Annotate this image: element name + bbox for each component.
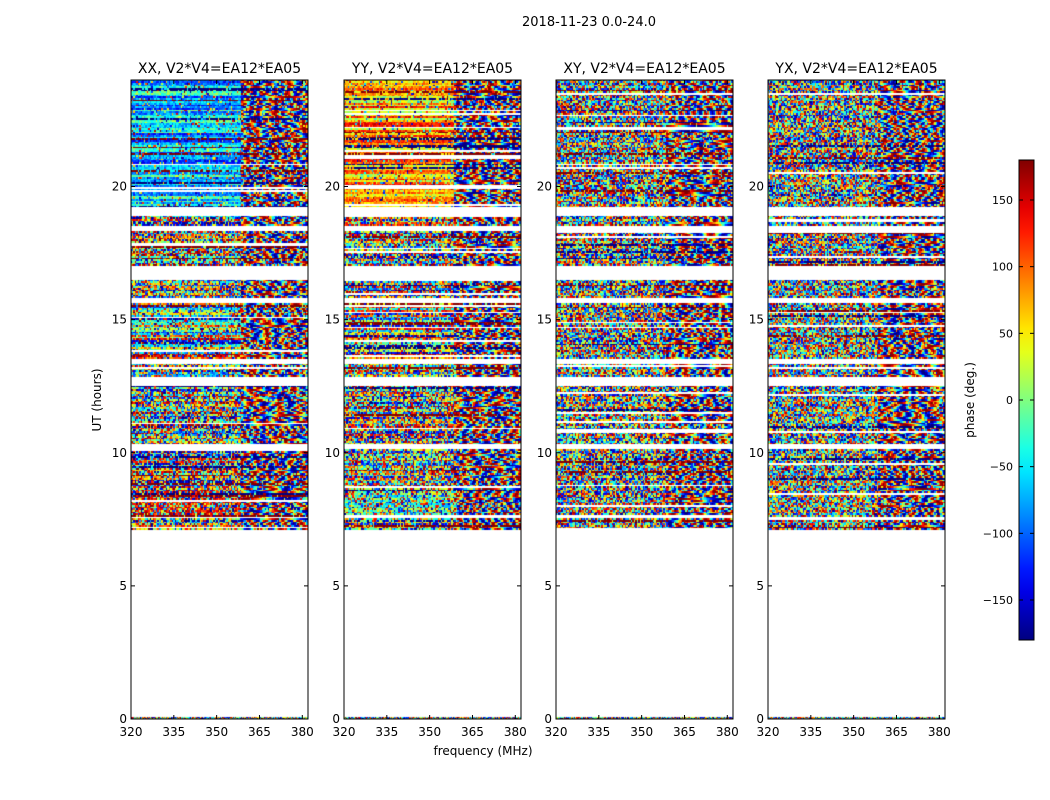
x-tick-label: 365 xyxy=(885,725,908,739)
y-tick-label: 20 xyxy=(537,180,552,194)
x-tick-label: 320 xyxy=(333,725,356,739)
y-tick-label: 10 xyxy=(112,446,127,460)
heatmap-yx xyxy=(768,80,945,719)
x-tick-label: 350 xyxy=(418,725,441,739)
y-tick-label: 20 xyxy=(325,180,340,194)
panels-group: XX, V2*V4=EA12*EA05 320 335 350 365 380 0 5 10 15… xyxy=(112,61,951,739)
panel-yx: YX, V2*V4=EA12*EA05 320 335 350 365 380 0 5 10 15… xyxy=(749,61,951,739)
x-tick-label: 380 xyxy=(928,725,951,739)
panel-title-xx: XX, V2*V4=EA12*EA05 xyxy=(138,61,301,77)
x-tick-label: 335 xyxy=(162,725,185,739)
y-tick-label: 10 xyxy=(325,446,340,460)
x-tick-label: 350 xyxy=(205,725,228,739)
colorbar: 150 100 50 0 −50 −100 −150 xyxy=(983,159,1035,641)
heatmap-xy xyxy=(556,80,733,719)
y-tick-label: 10 xyxy=(749,446,764,460)
colorbar-tick-label: 50 xyxy=(999,327,1013,340)
y-tick-label: 0 xyxy=(544,712,552,726)
y-tick-label: 5 xyxy=(332,579,340,593)
heatmap-yy xyxy=(344,80,521,719)
y-tick-label: 5 xyxy=(756,579,764,593)
axes-frame-xx xyxy=(130,79,309,720)
x-tick-label: 350 xyxy=(630,725,653,739)
y-tick-label: 15 xyxy=(749,313,764,327)
x-tick-label: 320 xyxy=(120,725,143,739)
colorbar-tick-label: −50 xyxy=(990,461,1013,474)
axes-frame-xy xyxy=(555,79,734,720)
x-tick-label: 335 xyxy=(799,725,822,739)
y-tick-label: 10 xyxy=(537,446,552,460)
y-tick-label: 0 xyxy=(332,712,340,726)
axes-frame-yy xyxy=(343,79,522,720)
x-tick-label: 365 xyxy=(673,725,696,739)
y-tick-label: 5 xyxy=(119,579,127,593)
y-tick-label: 15 xyxy=(112,313,127,327)
x-tick-label: 380 xyxy=(716,725,739,739)
panel-yy: YY, V2*V4=EA12*EA05 320 335 350 365 380 0 5 10 15… xyxy=(325,61,527,739)
x-tick-label: 320 xyxy=(757,725,780,739)
y-tick-label: 5 xyxy=(544,579,552,593)
y-axis-label: UT (hours) xyxy=(90,368,104,431)
y-tick-label: 0 xyxy=(119,712,127,726)
panel-title-yx: YX, V2*V4=EA12*EA05 xyxy=(774,61,937,77)
x-tick-label: 320 xyxy=(545,725,568,739)
colorbar-tick-label: 150 xyxy=(992,194,1013,207)
x-tick-label: 380 xyxy=(291,725,314,739)
x-axis-label: frequency (MHz) xyxy=(433,744,532,758)
y-tick-label: 20 xyxy=(112,180,127,194)
x-tick-label: 335 xyxy=(587,725,610,739)
colorbar-label: phase (deg.) xyxy=(963,362,977,438)
x-tick-label: 365 xyxy=(248,725,271,739)
colorbar-tick-label: −100 xyxy=(983,527,1013,540)
y-tick-label: 15 xyxy=(325,313,340,327)
y-tick-label: 0 xyxy=(756,712,764,726)
y-tick-label: 15 xyxy=(537,313,552,327)
figure-suptitle: 2018-11-23 0.0-24.0 xyxy=(522,15,656,30)
colorbar-tick-label: 0 xyxy=(1006,394,1013,407)
panel-title-xy: XY, V2*V4=EA12*EA05 xyxy=(563,61,725,77)
panel-title-yy: YY, V2*V4=EA12*EA05 xyxy=(351,61,513,77)
x-tick-label: 365 xyxy=(461,725,484,739)
colorbar-tick-label: −150 xyxy=(983,594,1013,607)
axes-frame-yx xyxy=(767,79,946,720)
colorbar-tick-label: 100 xyxy=(992,261,1013,274)
panel-xy: XY, V2*V4=EA12*EA05 320 335 350 365 380 0 5 10 15… xyxy=(537,61,739,739)
x-tick-label: 350 xyxy=(842,725,865,739)
panel-xx: XX, V2*V4=EA12*EA05 320 335 350 365 380 0 5 10 15… xyxy=(112,61,314,739)
x-tick-label: 380 xyxy=(504,725,527,739)
x-tick-label: 335 xyxy=(375,725,398,739)
heatmap-xx xyxy=(131,80,308,719)
y-tick-label: 20 xyxy=(749,180,764,194)
